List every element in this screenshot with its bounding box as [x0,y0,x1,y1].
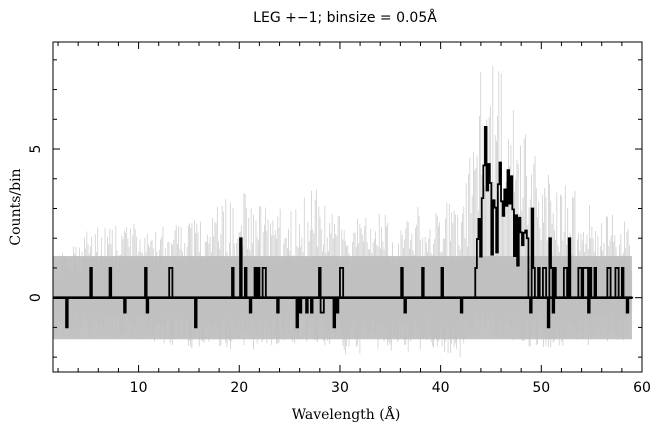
x-tick-label-40: 40 [432,380,450,396]
y-tick-label-0: 0 [28,293,44,302]
x-tick-label-10: 10 [130,380,148,396]
y-axis-ticks: 05 [28,59,642,358]
x-axis-label: Wavelength (Å) [292,405,401,423]
x-tick-label-20: 20 [230,380,248,396]
x-tick-label-30: 30 [331,380,349,396]
histogram-layer [53,125,634,329]
x-tick-label-50: 50 [532,380,550,396]
plot-frame [52,41,643,373]
y-tick-label-5: 5 [28,145,44,154]
x-axis-ticks: 10 20 30 40 50 60 [57,42,651,396]
chart-title: LEG +−1; binsize = 0.05Å [253,9,437,26]
y-axis-label: Counts/bin [8,168,24,245]
x-tick-label-60: 60 [633,380,651,396]
histogram-series [58,125,634,329]
